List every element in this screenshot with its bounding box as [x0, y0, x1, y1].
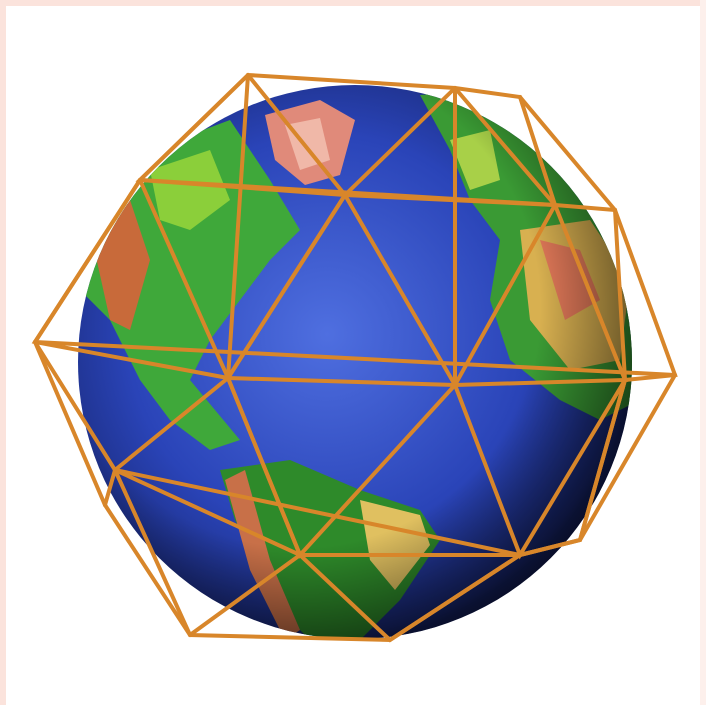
left-edge — [0, 0, 6, 705]
right-edge — [700, 0, 706, 705]
geodesic-wireframe — [31, 73, 678, 643]
top-edge — [0, 0, 706, 6]
globe-shading — [78, 85, 632, 639]
